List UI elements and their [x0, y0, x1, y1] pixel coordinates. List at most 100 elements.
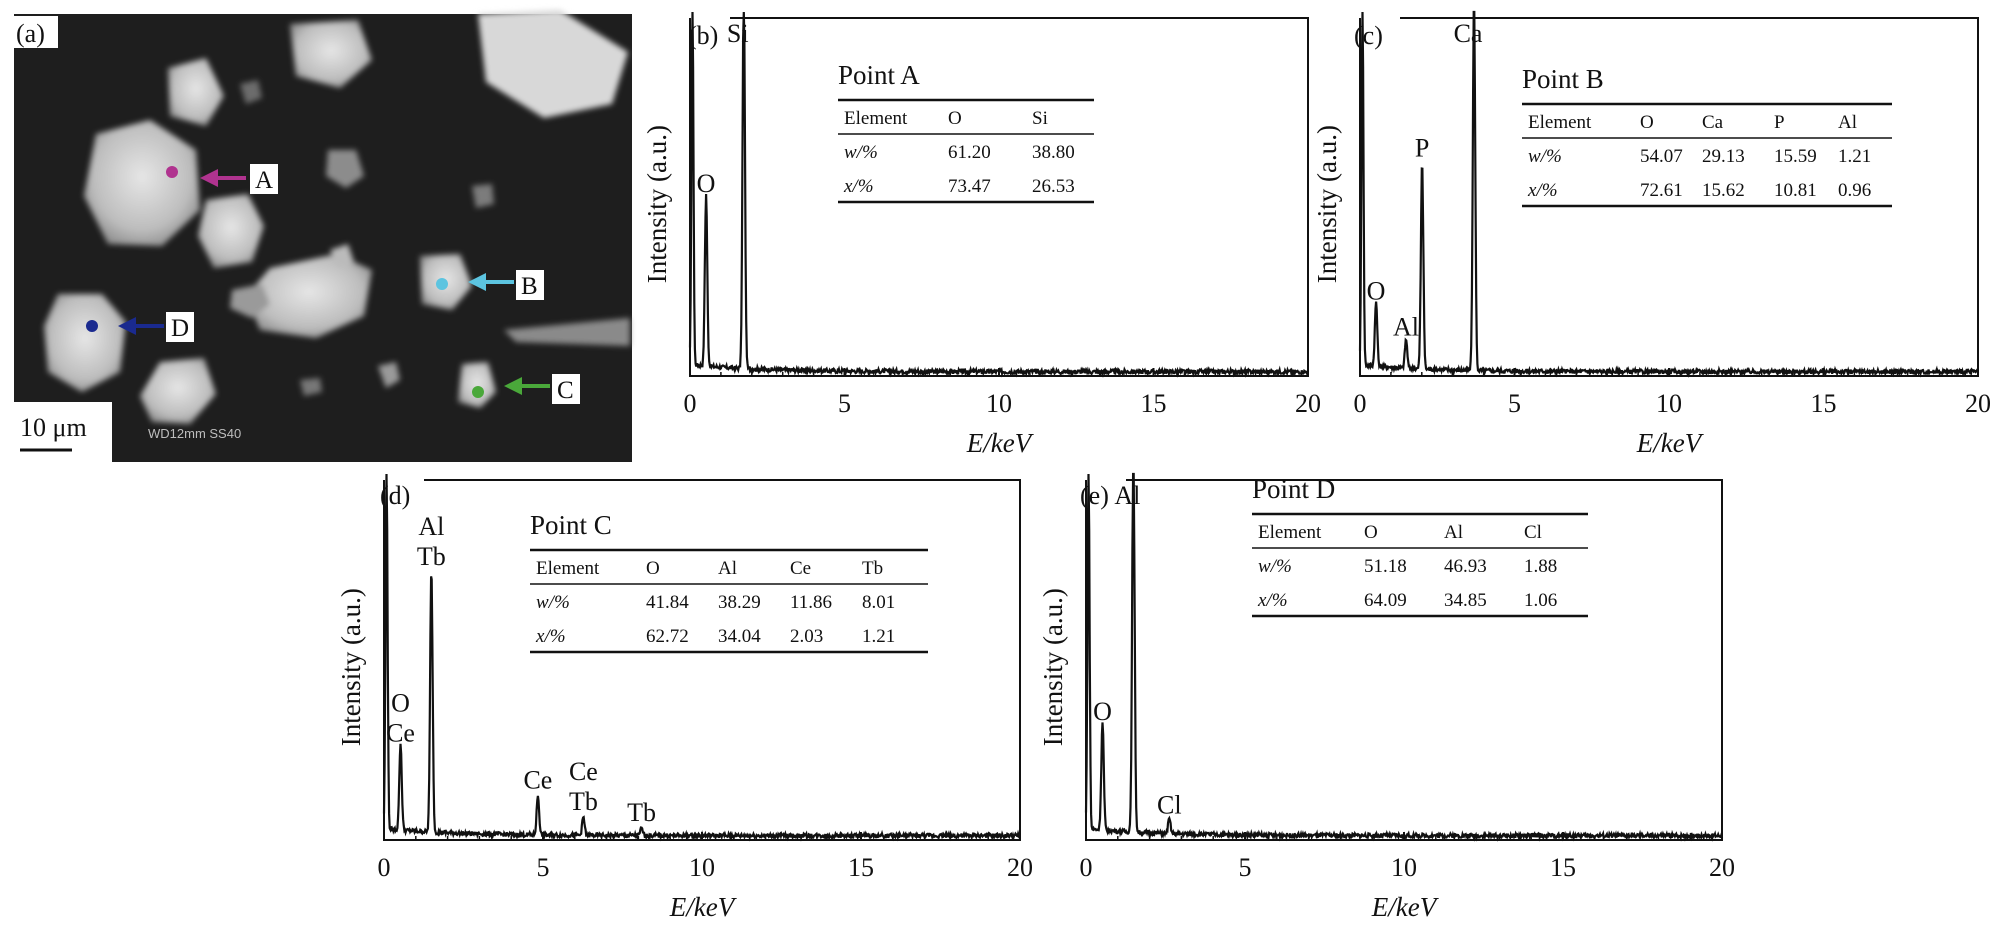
- peak-label-line: O: [391, 689, 410, 718]
- axes-frame: [689, 17, 1309, 377]
- point-dot-c: [472, 386, 484, 398]
- peak-label-line: Al: [1393, 312, 1419, 341]
- table-cell: 51.18: [1364, 556, 1407, 577]
- table-header-cell: O: [646, 558, 660, 579]
- x-tick-label: 0: [684, 389, 697, 418]
- panel-label: (d): [380, 481, 410, 510]
- peak-label: Ce Tb: [569, 757, 598, 816]
- peak-label: Si: [727, 19, 749, 48]
- composition-table: Point B Element O Ca P Al w/% 54.07 29.13 15.59 1.…: [1522, 64, 1892, 208]
- point-arrow-head-d: [118, 317, 136, 335]
- peak-label: P: [1415, 133, 1429, 162]
- y-axis-label: Intensity (a.u.): [1312, 125, 1342, 283]
- table-title: Point C: [530, 510, 612, 540]
- sem-panel-label: (a): [16, 19, 45, 48]
- x-tick-label: 20: [1007, 853, 1033, 882]
- peak-label-line: Ce: [386, 719, 415, 748]
- sem-point-c: C: [472, 374, 580, 404]
- peak-label-line: Ce: [523, 765, 552, 794]
- point-label-box-a: [250, 164, 278, 194]
- sem-point-a: A: [166, 164, 278, 194]
- point-label-box-d: [166, 312, 194, 342]
- spectrum-line: [1084, 472, 1724, 842]
- table-header-cell: O: [948, 108, 962, 129]
- table-row-label: w/%: [536, 592, 570, 613]
- peak-label-line: O: [1367, 277, 1386, 306]
- table-cell: 34.04: [718, 626, 761, 647]
- x-tick-label: 20: [1709, 853, 1735, 882]
- peak-label-line: Si: [727, 19, 749, 48]
- panel-label: (c): [1354, 21, 1383, 50]
- spectrum-line: [688, 11, 1310, 378]
- axes-frame: [383, 479, 1021, 841]
- sem-point-markers: A B C D: [86, 164, 580, 404]
- x-axis-label: E/keV: [966, 428, 1035, 458]
- table-cell: 8.01: [862, 592, 895, 613]
- x-tick-label: 5: [537, 853, 550, 882]
- table-row-label: x/%: [535, 626, 566, 647]
- peak-label: Cl: [1157, 791, 1182, 820]
- peak-label-line: Al: [418, 512, 444, 541]
- peak-label: O Ce: [386, 689, 415, 748]
- point-label-box-c: [552, 374, 580, 404]
- sem-point-d: D: [86, 312, 194, 342]
- x-tick-label: 15: [1141, 389, 1167, 418]
- peak-label: Al: [1393, 312, 1419, 341]
- point-arrow-head-a: [200, 169, 218, 187]
- table-cell: 73.47: [948, 176, 991, 197]
- table-cell: 29.13: [1702, 146, 1745, 167]
- table-cell: 1.88: [1524, 556, 1557, 577]
- x-tick-label: 0: [378, 853, 391, 882]
- table-header-cell: Element: [1528, 112, 1592, 133]
- sem-panel: WD12mm SS40 10 μm (a) A B C D: [14, 10, 632, 462]
- scale-bar-label: 10 μm: [20, 413, 87, 442]
- peak-label: O: [1093, 697, 1112, 726]
- table-header-cell: Ca: [1702, 112, 1724, 133]
- sem-panel-label-box: [14, 16, 58, 48]
- table-cell: 41.84: [646, 592, 689, 613]
- y-axis-label: Intensity (a.u.): [1038, 588, 1068, 746]
- x-axis-label: E/keV: [1371, 892, 1440, 922]
- x-tick-label: 10: [1656, 389, 1682, 418]
- peak-label-line: Ca: [1454, 19, 1483, 48]
- table-row-label: x/%: [1527, 180, 1558, 201]
- point-label-box-b: [516, 270, 544, 300]
- x-tick-label: 10: [1391, 853, 1417, 882]
- table-header-cell: P: [1774, 112, 1785, 133]
- point-label-d: D: [171, 315, 189, 342]
- table-header-cell: Ce: [790, 558, 811, 579]
- peak-label-line: Tb: [627, 798, 656, 827]
- x-tick-label: 0: [1354, 389, 1367, 418]
- table-header-cell: Al: [1444, 522, 1463, 543]
- scale-bar-box: [14, 402, 112, 462]
- sem-point-b: B: [436, 270, 544, 300]
- x-tick-label: 15: [1811, 389, 1837, 418]
- y-axis-label: Intensity (a.u.): [642, 125, 672, 283]
- table-header-cell: O: [1640, 112, 1654, 133]
- table-cell: 1.21: [862, 626, 895, 647]
- peak-label-line: O: [697, 169, 716, 198]
- panel-label: (e): [1080, 481, 1109, 510]
- table-header-cell: Al: [1838, 112, 1857, 133]
- peak-label-line: Al: [1114, 481, 1140, 510]
- x-tick-label: 20: [1295, 389, 1321, 418]
- table-cell: 61.20: [948, 142, 991, 163]
- composition-table: Point D Element O Al Cl w/% 51.18 46.93 1.88 x/% 6…: [1252, 474, 1588, 618]
- table-cell: 72.61: [1640, 180, 1683, 201]
- table-cell: 34.85: [1444, 590, 1487, 611]
- table-row-label: w/%: [1528, 146, 1562, 167]
- table-row-label: w/%: [1258, 556, 1292, 577]
- table-cell: 64.09: [1364, 590, 1407, 611]
- x-tick-label: 10: [689, 853, 715, 882]
- table-title: Point A: [838, 60, 920, 90]
- table-cell: 15.59: [1774, 146, 1817, 167]
- table-cell: 15.62: [1702, 180, 1745, 201]
- table-cell: 46.93: [1444, 556, 1487, 577]
- x-tick-label: 10: [986, 389, 1012, 418]
- point-arrow-head-b: [468, 273, 486, 291]
- peak-label-line: Cl: [1157, 791, 1182, 820]
